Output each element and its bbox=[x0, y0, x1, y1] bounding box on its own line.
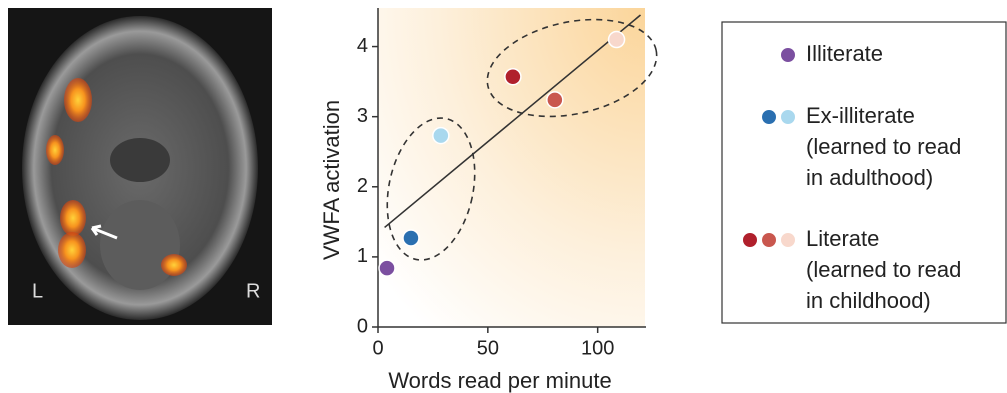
legend-label: Ex-illiterate bbox=[806, 103, 915, 128]
legend-swatch bbox=[762, 233, 777, 248]
x-axis-label: Words read per minute bbox=[388, 368, 611, 393]
point bbox=[609, 32, 625, 48]
point bbox=[403, 230, 419, 246]
legend-swatch bbox=[762, 110, 777, 125]
point bbox=[379, 260, 395, 276]
legend-label: Literate bbox=[806, 226, 879, 251]
x-tick-label: 50 bbox=[477, 337, 499, 359]
y-tick-label: 1 bbox=[357, 245, 368, 267]
legend-swatch bbox=[743, 233, 758, 248]
image-label: R bbox=[246, 280, 260, 302]
figure: L R 0 1 2 3 4 0 50 100 Words read per minute VW… bbox=[0, 0, 1007, 393]
legend-note: in childhood) bbox=[806, 288, 931, 313]
legend-swatch bbox=[781, 110, 796, 125]
y-tick-label: 4 bbox=[357, 35, 368, 57]
plot-background bbox=[378, 8, 645, 327]
x-tick-label: 100 bbox=[581, 337, 614, 359]
y-tick-label: 3 bbox=[357, 105, 368, 127]
legend-note: (learned to read bbox=[806, 134, 961, 159]
y-axis-label: VWFA activation bbox=[319, 100, 344, 260]
y-tick-label: 2 bbox=[357, 175, 368, 197]
legend-swatch bbox=[781, 233, 796, 248]
legend-swatch bbox=[781, 48, 796, 63]
brain-image: L R bbox=[8, 8, 272, 325]
image-label: L bbox=[32, 280, 43, 302]
point bbox=[505, 69, 521, 85]
x-tick-label: 0 bbox=[372, 337, 383, 359]
legend-label: Illiterate bbox=[806, 41, 883, 66]
y-tick-label: 0 bbox=[357, 315, 368, 337]
point bbox=[433, 128, 449, 144]
point bbox=[547, 92, 563, 108]
legend-note: in adulthood) bbox=[806, 165, 933, 190]
legend-note: (learned to read bbox=[806, 257, 961, 282]
